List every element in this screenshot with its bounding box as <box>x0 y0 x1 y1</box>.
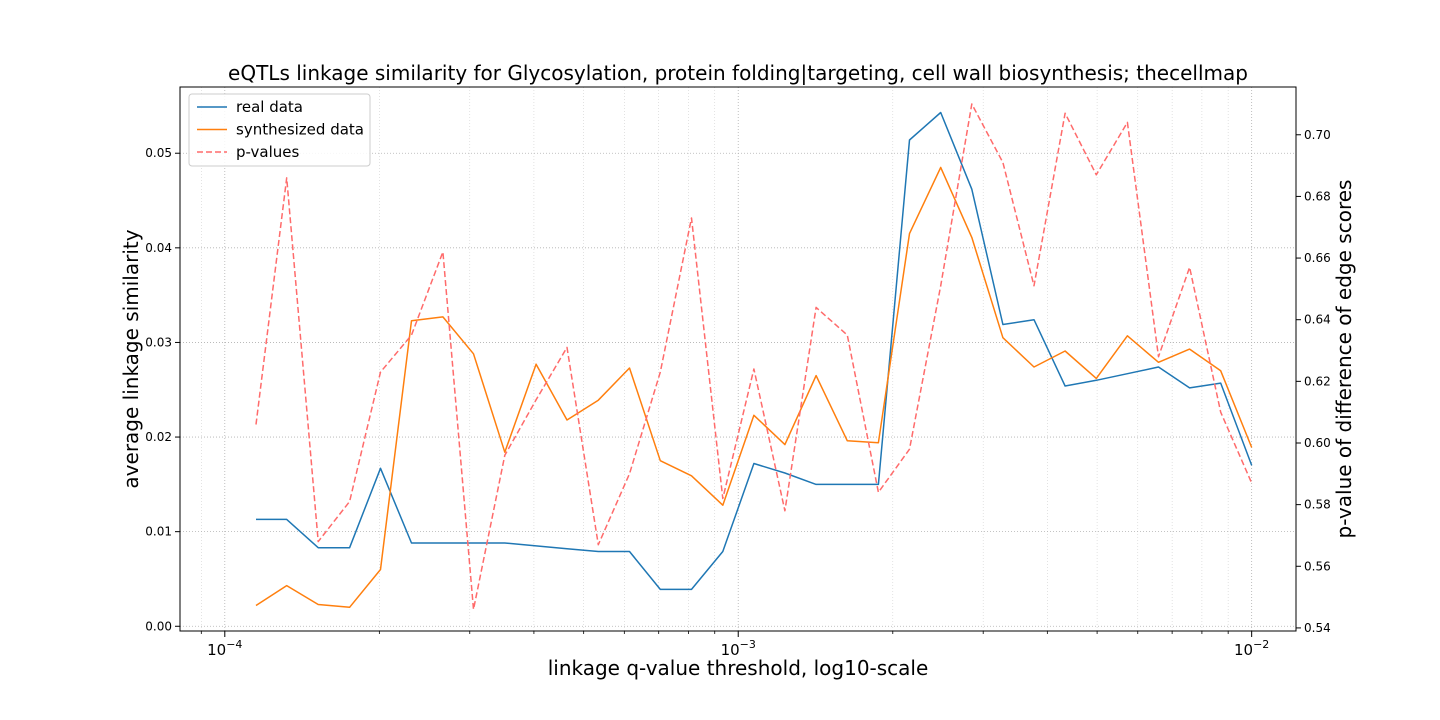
x-axis: 10−4 10−3 10−2 <box>200 631 1269 659</box>
legend-label-synthesized-data: synthesized data <box>236 121 364 139</box>
y-axis-title: average linkage similarity <box>119 229 143 488</box>
y-axis-right: 0.54 0.56 0.58 0.60 0.62 0.64 0.66 0.68 0.70 <box>1296 128 1331 635</box>
y2-tick-label: 0.68 <box>1304 189 1331 203</box>
y2-tick-label: 0.58 <box>1304 498 1331 512</box>
y2-axis-title: p-value of difference of edge scores <box>1332 180 1356 539</box>
series-lines <box>255 103 1253 611</box>
legend: real data synthesized data p-values <box>188 93 371 167</box>
y-tick-label: 0.00 <box>145 619 172 633</box>
series-line-real-data <box>256 111 1253 591</box>
y-tick-label: 0.01 <box>145 525 172 539</box>
chart-title: eQTLs linkage similarity for Glycosylati… <box>228 61 1248 85</box>
series-line-p-values <box>255 103 1253 611</box>
grid-lines <box>180 87 1296 631</box>
x-tick-label: 10−3 <box>721 638 756 659</box>
y-tick-label: 0.05 <box>145 146 172 160</box>
y2-tick-label: 0.62 <box>1304 374 1331 388</box>
y-tick-label: 0.02 <box>145 430 172 444</box>
y2-tick-label: 0.54 <box>1304 621 1331 635</box>
x-tick-label: 10−2 <box>1234 638 1269 659</box>
y2-tick-label: 0.56 <box>1304 559 1331 573</box>
legend-label-real-data: real data <box>236 98 303 116</box>
x-axis-title: linkage q-value threshold, log10-scale <box>548 656 929 680</box>
y-axis-left: 0.00 0.01 0.02 0.03 0.04 0.05 <box>145 146 180 633</box>
x-tick-label: 10−4 <box>207 638 242 659</box>
series-line-synthesized-data <box>255 166 1253 609</box>
y-tick-label: 0.03 <box>145 335 172 349</box>
y2-tick-label: 0.60 <box>1304 436 1331 450</box>
legend-box <box>188 93 371 167</box>
y-tick-label: 0.04 <box>145 241 172 255</box>
legend-label-p-values: p-values <box>236 143 300 161</box>
y2-tick-label: 0.66 <box>1304 251 1331 265</box>
y2-tick-label: 0.70 <box>1304 128 1331 142</box>
y2-tick-label: 0.64 <box>1304 313 1331 327</box>
